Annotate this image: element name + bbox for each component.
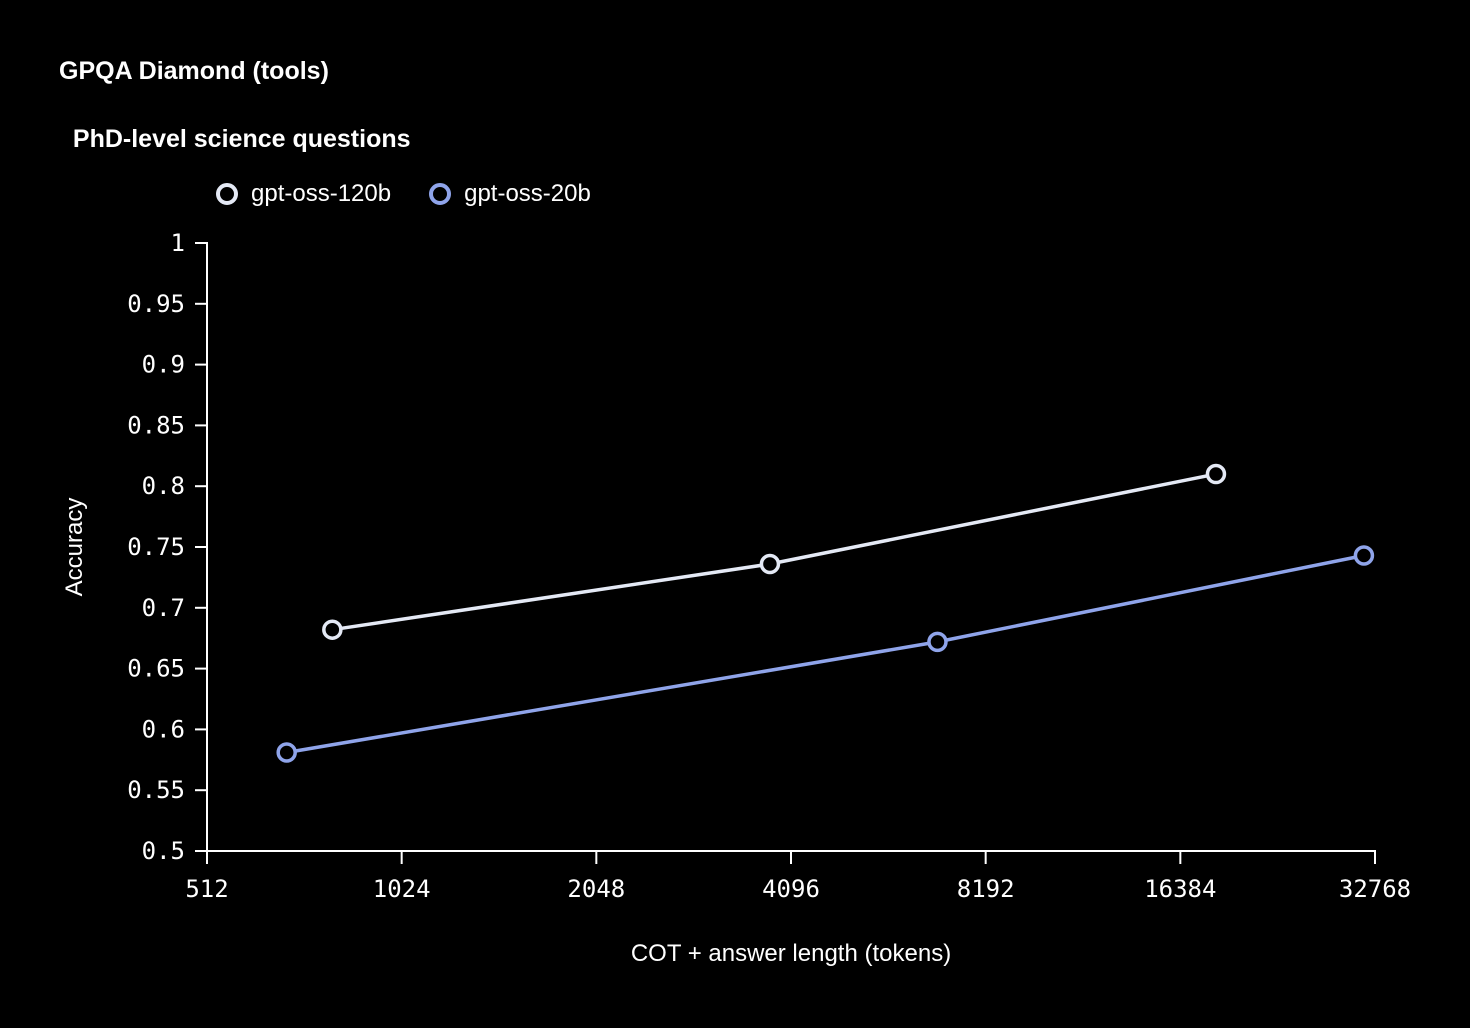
x-axis-title: COT + answer length (tokens)	[630, 940, 952, 967]
y-tick-label: 0.55	[127, 776, 185, 804]
x-tick-label: 32768	[1339, 875, 1411, 903]
y-tick-label: 0.7	[142, 594, 185, 622]
y-axis-title: Accuracy	[61, 497, 88, 597]
y-tick-label: 0.6	[142, 715, 185, 743]
y-tick-label: 0.65	[127, 655, 185, 683]
x-tick-label: 512	[185, 875, 228, 903]
legend-label: gpt-oss-120b	[251, 180, 392, 207]
chart-title-line2: PhD-level science questions	[72, 125, 411, 153]
legend-item-gpt-oss-20b: gpt-oss-20b	[429, 180, 591, 208]
open-circle-marker-icon	[429, 183, 452, 205]
data-point-gpt-oss-120b	[322, 619, 343, 640]
chart-title-line1: GPQA Diamond (tools)	[59, 57, 329, 85]
legend-item-gpt-oss-120b: gpt-oss-120b	[216, 180, 391, 208]
chart-title: GPQA Diamond (tools) PhD-level science q…	[59, 54, 411, 156]
x-tick-label: 8192	[957, 875, 1015, 903]
data-point-gpt-oss-20b	[276, 742, 297, 763]
y-tick-label: 0.8	[142, 472, 185, 500]
y-tick-label: 0.85	[127, 411, 185, 439]
data-point-gpt-oss-20b	[927, 631, 948, 653]
series-line-gpt-oss-120b	[332, 472, 1217, 632]
data-point-gpt-oss-120b	[1205, 463, 1227, 485]
data-point-gpt-oss-20b	[1353, 545, 1375, 566]
data-point-gpt-oss-120b	[759, 553, 781, 575]
legend: gpt-oss-120b gpt-oss-20b	[216, 180, 591, 208]
x-tick-label: 2048	[567, 875, 625, 903]
y-tick-label: 0.95	[127, 290, 185, 318]
y-tick-label: 1	[171, 229, 185, 257]
legend-label: gpt-oss-20b	[464, 180, 591, 207]
x-tick-label: 16384	[1144, 875, 1216, 903]
y-tick-label: 0.75	[127, 533, 185, 561]
x-tick-label: 1024	[373, 875, 431, 903]
y-tick-label: 0.5	[142, 837, 185, 865]
open-circle-marker-icon	[216, 183, 238, 205]
series-line-gpt-oss-20b	[286, 553, 1365, 755]
y-tick-label: 0.9	[142, 351, 185, 379]
x-tick-label: 4096	[762, 875, 820, 903]
